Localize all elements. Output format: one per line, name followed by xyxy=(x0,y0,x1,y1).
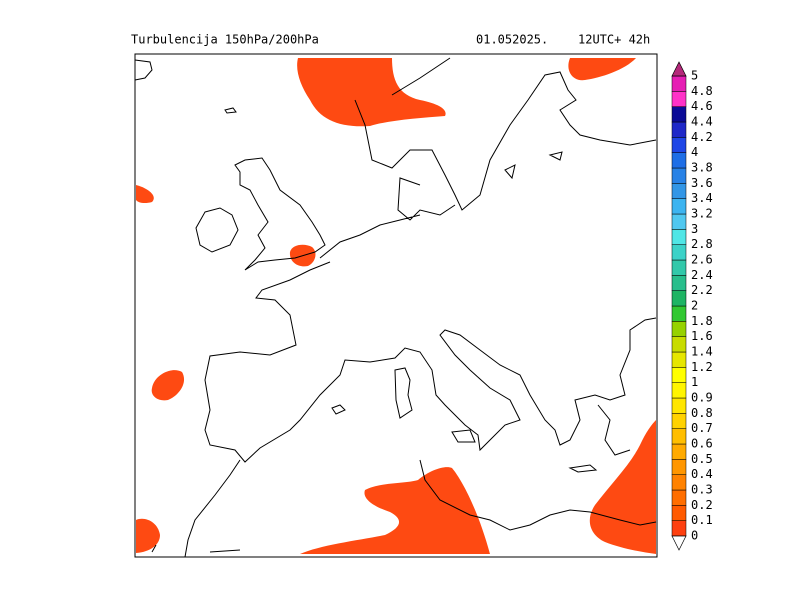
colorbar-label: 0.3 xyxy=(691,483,713,497)
colorbar-box xyxy=(671,351,687,368)
colorbar-label: 4.6 xyxy=(691,99,713,113)
colorbar-box xyxy=(671,367,687,383)
colorbar-box xyxy=(671,167,687,184)
date: 01.052025. xyxy=(476,33,548,47)
colorbar-box xyxy=(671,75,687,92)
colorbar-label: 2.4 xyxy=(691,268,713,282)
turbulence-area xyxy=(151,370,185,401)
colorbar-box xyxy=(671,336,687,353)
turbulence-area xyxy=(568,58,636,81)
map xyxy=(134,53,658,558)
colorbar-label: 1 xyxy=(691,375,698,389)
colorbar-label: 2 xyxy=(691,299,698,313)
coastline xyxy=(134,57,657,558)
colorbar-box xyxy=(671,428,687,445)
colorbar-box xyxy=(671,91,687,107)
colorbar-label: 0 xyxy=(691,529,698,543)
colorbar-box xyxy=(671,443,687,460)
colorbar-label: 0.4 xyxy=(691,467,713,481)
colorbar-box xyxy=(671,259,687,276)
colorbar-over xyxy=(671,61,687,77)
colorbar: 0 0.10.20.3 0.40.50.6 0.70.80.9 11.21.4 1.61.… xyxy=(671,61,713,551)
colorbar-box xyxy=(671,305,687,322)
colorbar-box xyxy=(671,459,687,475)
colorbar-box xyxy=(671,489,687,506)
colorbar-box xyxy=(671,121,687,138)
colorbar-label: 5 xyxy=(691,69,698,83)
colorbar-label: 0.9 xyxy=(691,391,713,405)
colorbar-box xyxy=(671,106,687,123)
colorbar-label: 2.2 xyxy=(691,283,713,297)
turbulence-area xyxy=(589,420,656,554)
colorbar-label: 3.8 xyxy=(691,161,713,175)
colorbar-label: 0.7 xyxy=(691,421,713,435)
colorbar-box xyxy=(671,474,687,491)
colorbar-box xyxy=(671,152,687,169)
colorbar-label: 2.8 xyxy=(691,237,713,251)
colorbar-label: 2.6 xyxy=(691,253,713,267)
colorbar-label: 3.6 xyxy=(691,176,713,190)
colorbar-label: 0.1 xyxy=(691,513,713,527)
turbulence-area xyxy=(136,518,160,553)
colorbar-label: 0.8 xyxy=(691,406,713,420)
colorbar-label: 4.8 xyxy=(691,84,713,98)
colorbar-box xyxy=(671,382,687,399)
colorbar-label: 1.4 xyxy=(691,345,713,359)
colorbar-box xyxy=(671,213,687,230)
colorbar-label: 0.5 xyxy=(691,452,713,466)
turbulence-area xyxy=(300,467,490,554)
colorbar-box xyxy=(671,321,687,337)
colorbar-box xyxy=(671,198,687,215)
colorbar-label: 1.6 xyxy=(691,329,713,343)
colorbar-label: 4.4 xyxy=(691,115,713,129)
colorbar-box xyxy=(671,137,687,153)
colorbar-box xyxy=(671,397,687,414)
colorbar-label: 4.2 xyxy=(691,130,713,144)
turbulence-area xyxy=(297,58,446,127)
colorbar-label: 3.4 xyxy=(691,191,713,205)
colorbar-box xyxy=(671,229,687,245)
time: 12UTC+ 42h xyxy=(578,33,650,47)
colorbar-label: 0.6 xyxy=(691,437,713,451)
turbulence-area xyxy=(136,185,154,204)
colorbar-under xyxy=(671,535,687,551)
colorbar-box xyxy=(671,275,687,291)
colorbar-box xyxy=(671,290,687,307)
colorbar-label: 3.2 xyxy=(691,207,713,221)
title: Turbulencija 150hPa/200hPa xyxy=(131,33,319,47)
colorbar-box xyxy=(671,183,687,199)
colorbar-box xyxy=(671,413,687,429)
colorbar-box xyxy=(671,244,687,261)
colorbar-label: 1.8 xyxy=(691,314,713,328)
colorbar-box xyxy=(671,520,687,537)
colorbar-label: 0.2 xyxy=(691,498,713,512)
colorbar-box xyxy=(671,505,687,521)
map-background xyxy=(135,54,657,557)
map-frame xyxy=(134,53,658,558)
colorbar-label: 4 xyxy=(691,145,698,159)
colorbar-label: 3 xyxy=(691,222,698,236)
colorbar-label: 1.2 xyxy=(691,360,713,374)
